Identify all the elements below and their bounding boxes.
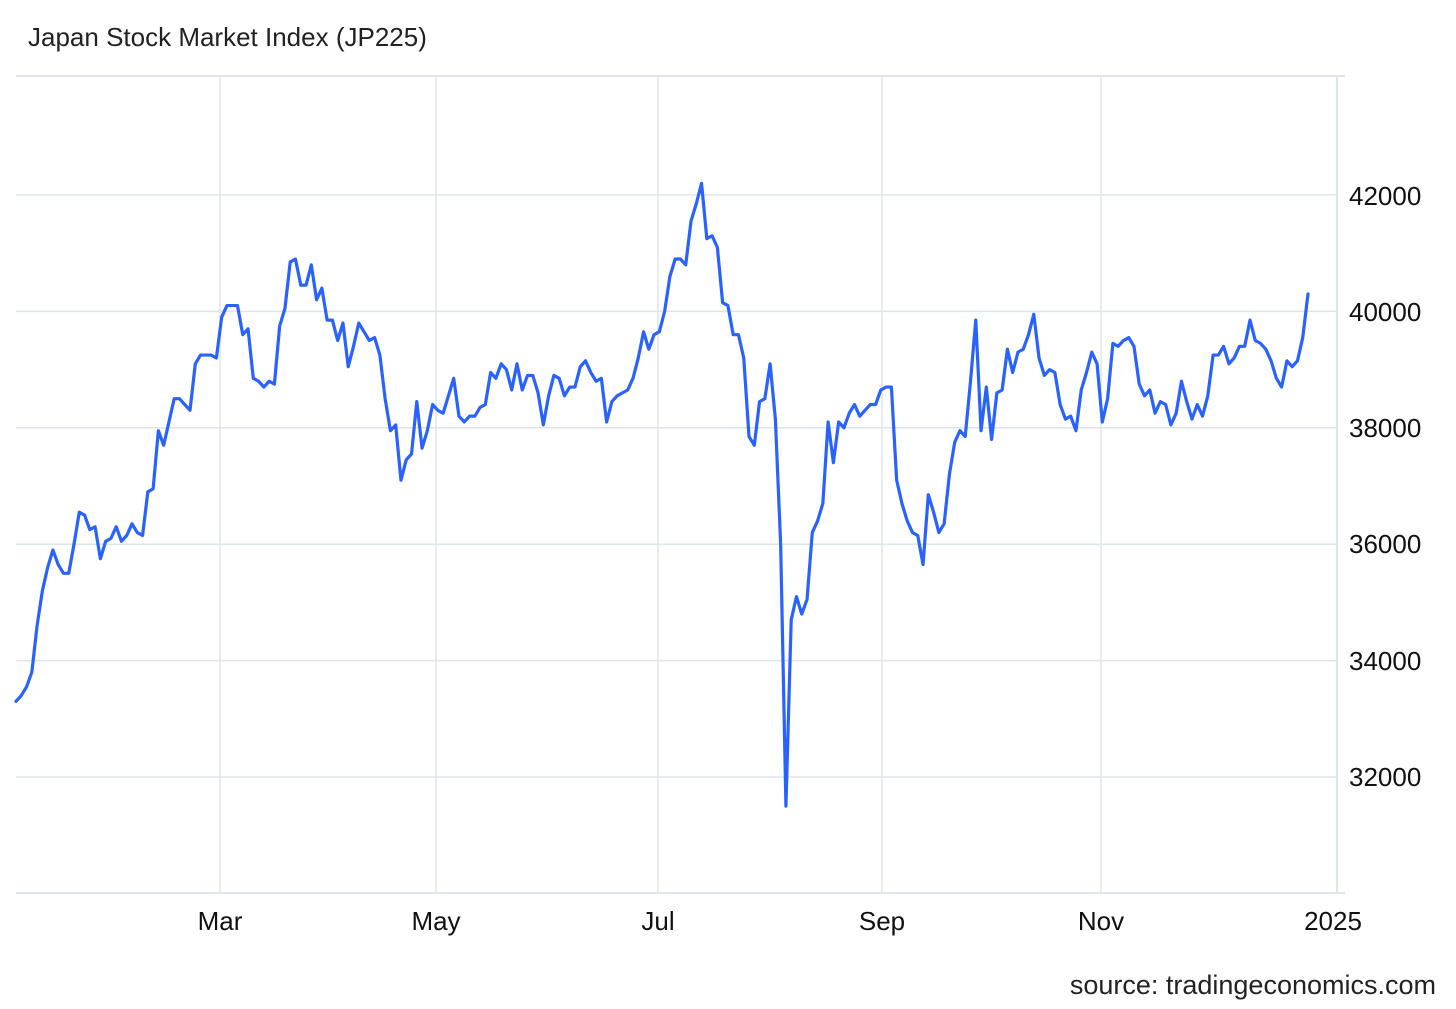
horizontal-gridlines bbox=[16, 194, 1337, 778]
x-tick-jul: Jul bbox=[641, 906, 674, 936]
y-tick-40000: 40000 bbox=[1349, 297, 1421, 327]
x-tick-may: May bbox=[411, 906, 460, 936]
source-credit: source: tradingeconomics.com bbox=[1069, 970, 1436, 1000]
vertical-gridlines bbox=[219, 76, 1102, 893]
y-tick-32000: 32000 bbox=[1349, 762, 1421, 792]
series-line-jp225 bbox=[14, 181, 1310, 808]
y-tick-34000: 34000 bbox=[1349, 646, 1421, 676]
x-tick-2025: 2025 bbox=[1304, 906, 1362, 936]
y-tick-36000: 36000 bbox=[1349, 529, 1421, 559]
y-tick-42000: 42000 bbox=[1349, 181, 1421, 211]
chart-title: Japan Stock Market Index (JP225) bbox=[28, 22, 427, 52]
x-tick-sep: Sep bbox=[859, 906, 905, 936]
x-tick-nov: Nov bbox=[1078, 906, 1124, 936]
y-tick-38000: 38000 bbox=[1349, 413, 1421, 443]
x-tick-mar: Mar bbox=[198, 906, 243, 936]
